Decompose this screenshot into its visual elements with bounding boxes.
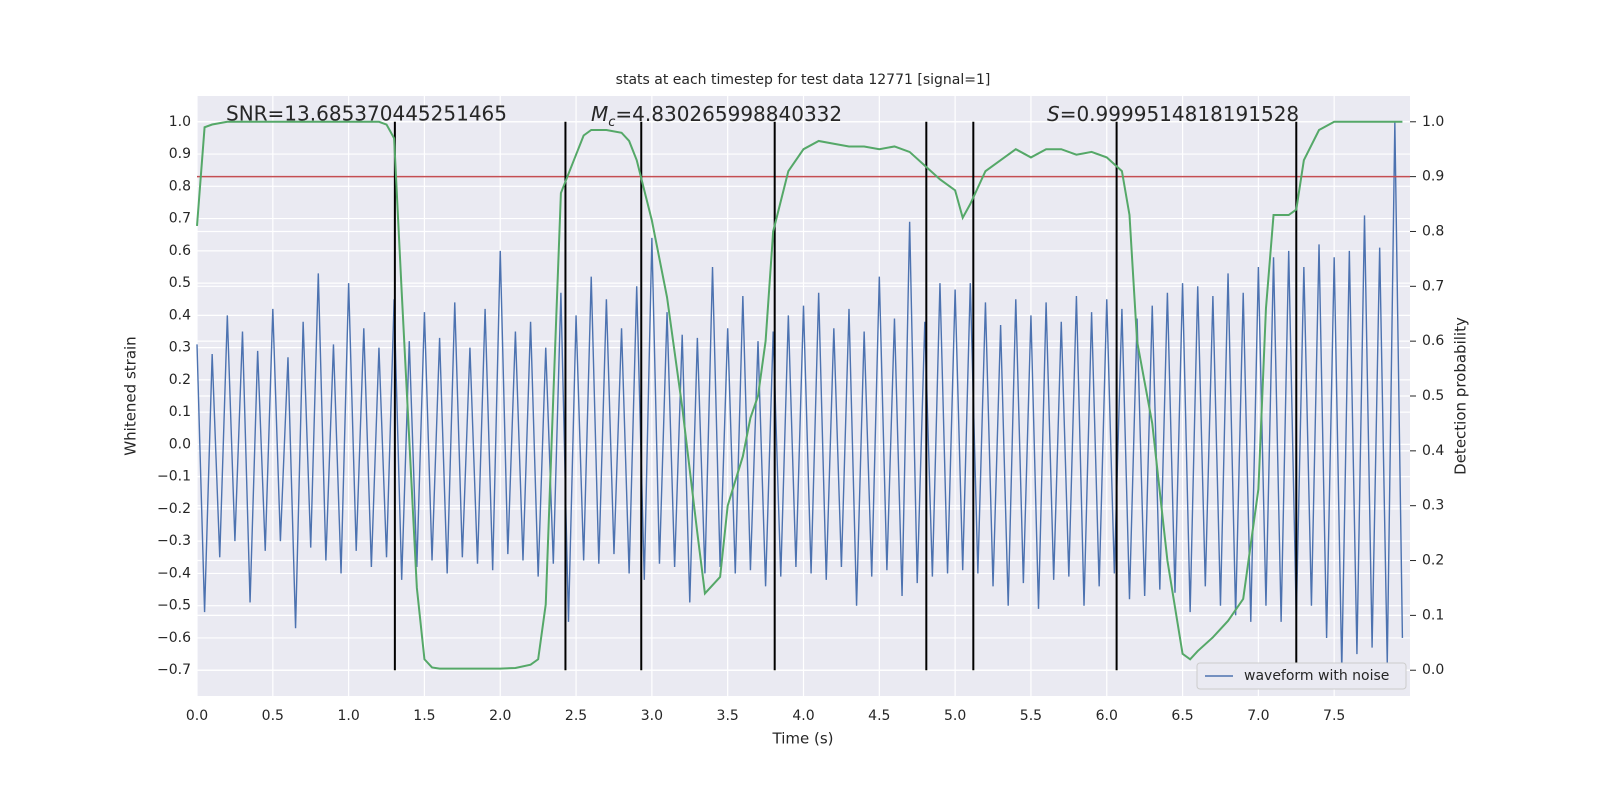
- y-tick-label: 0.0: [169, 436, 191, 452]
- legend-box: [1196, 662, 1407, 690]
- x-tick-label: 3.5: [717, 708, 739, 724]
- x-tick-label: 1.5: [413, 708, 435, 724]
- y2-tick-label: 0.8: [1422, 223, 1444, 239]
- x-tick-label: 4.5: [868, 708, 890, 724]
- y2-tick-label: 0.0: [1422, 662, 1444, 678]
- y-tick-label: −0.6: [157, 630, 191, 646]
- y-tick-label: 0.3: [169, 340, 191, 356]
- x-tick-label: 5.5: [1020, 708, 1042, 724]
- y-tick-label: −0.4: [157, 565, 191, 581]
- y-tick-label: −0.5: [157, 598, 191, 614]
- chart-title: stats at each timestep for test data 127…: [616, 72, 991, 88]
- x-tick-label: 0.5: [262, 708, 284, 724]
- y2-tick-label: 0.3: [1422, 498, 1444, 514]
- annotation-text: =4.830265998840332: [615, 102, 842, 126]
- annotation-text: =0.9999514818191528: [1060, 102, 1299, 126]
- y-tick-label: 0.1: [169, 404, 191, 420]
- y2-tick-label: 0.4: [1422, 443, 1444, 459]
- x-tick-label: 7.5: [1323, 708, 1345, 724]
- y-tick-label: 0.6: [169, 243, 191, 259]
- y2-axis-label: Detection probability: [1452, 317, 1470, 475]
- x-axis-label: Time (s): [772, 730, 834, 748]
- y-tick-label: 0.4: [169, 307, 191, 323]
- y-tick-label: 1.0: [169, 114, 191, 130]
- y-tick-label: −0.2: [157, 501, 191, 517]
- y-axis-label: Whitened strain: [122, 336, 140, 455]
- x-tick-label: 6.5: [1171, 708, 1193, 724]
- x-tick-label: 6.0: [1096, 708, 1118, 724]
- annotation: SNR=13.685370445251465: [226, 102, 507, 126]
- x-tick-label: 3.0: [641, 708, 663, 724]
- legend-label: waveform with noise: [1244, 668, 1389, 684]
- y-tick-label: −0.7: [157, 662, 191, 678]
- x-tick-label: 4.0: [792, 708, 814, 724]
- annotation: Mc=4.830265998840332: [591, 102, 842, 131]
- y2-tick-label: 1.0: [1422, 114, 1444, 130]
- y2-tick-label: 0.2: [1422, 553, 1444, 569]
- y-tick-label: 0.9: [169, 146, 191, 162]
- y-tick-label: −0.3: [157, 533, 191, 549]
- x-tick-label: 5.0: [944, 708, 966, 724]
- annotation: S=0.9999514818191528: [1047, 102, 1299, 126]
- y-tick-label: 0.7: [169, 211, 191, 227]
- y-tick-label: −0.1: [157, 469, 191, 485]
- x-tick-label: 0.0: [186, 708, 208, 724]
- x-tick-label: 2.0: [489, 708, 511, 724]
- y2-tick-label: 0.5: [1422, 388, 1444, 404]
- series-line: [196, 121, 1404, 671]
- y-tick-label: 0.5: [169, 275, 191, 291]
- y2-tick-label: 0.1: [1422, 607, 1444, 623]
- x-tick-label: 2.5: [565, 708, 587, 724]
- x-tick-label: 7.0: [1247, 708, 1269, 724]
- annotation-symbol: S: [1047, 102, 1060, 126]
- series-line: [196, 120, 1403, 670]
- y2-tick-label: 0.7: [1422, 278, 1444, 294]
- x-tick-label: 1.0: [337, 708, 359, 724]
- annotation-symbol: M: [591, 102, 608, 126]
- y-tick-label: 0.8: [169, 178, 191, 194]
- y2-tick-label: 0.9: [1422, 169, 1444, 185]
- annotation-subscript: c: [608, 115, 615, 130]
- y-tick-label: 0.2: [169, 372, 191, 388]
- y2-tick-label: 0.6: [1422, 333, 1444, 349]
